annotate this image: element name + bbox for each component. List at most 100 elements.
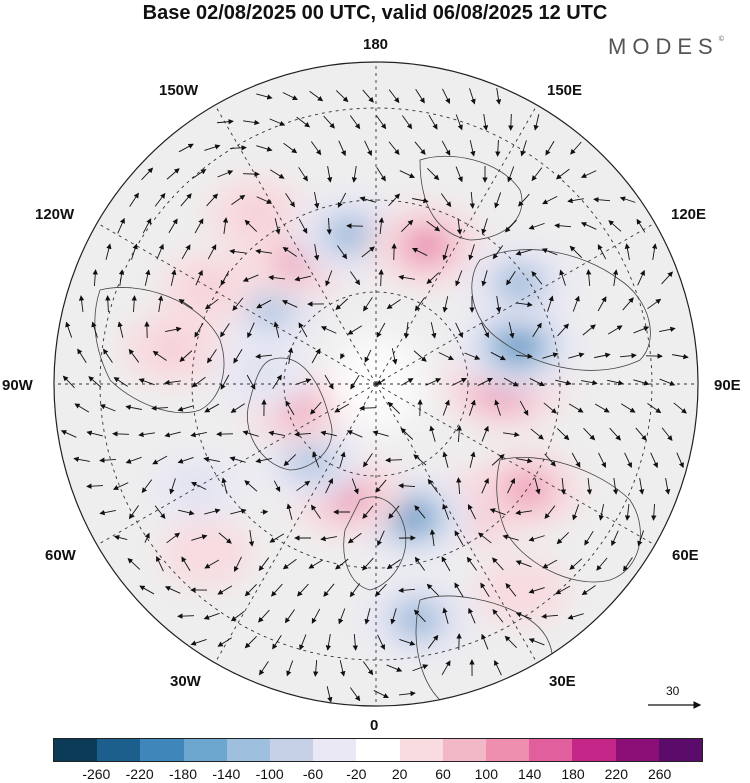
wind-arrow [391, 348, 398, 365]
colorbar-swatch [399, 739, 443, 761]
wind-arrow [128, 348, 140, 363]
wind-arrow [494, 192, 502, 209]
wind-arrow [204, 298, 219, 310]
wind-arrow [283, 142, 298, 154]
wind-arrow [113, 534, 128, 541]
wind-arrow [401, 219, 414, 232]
wind-arrow [242, 274, 259, 282]
wind-arrow [154, 192, 166, 207]
lon-label-120w: 120W [35, 206, 75, 223]
wind-arrow [177, 405, 194, 412]
wind-arrow [117, 217, 125, 234]
positive-anomaly-core [510, 582, 532, 601]
wind-arrow [571, 452, 581, 468]
wind-arrow [73, 456, 90, 463]
meridian-line [96, 383, 377, 546]
wind-arrow [676, 452, 684, 469]
wind-arrow [296, 116, 311, 128]
wind-arrow [229, 248, 246, 255]
meridian-line [96, 222, 377, 385]
wind-arrow [152, 455, 168, 465]
wind-arrow [547, 295, 554, 312]
wind-arrow [269, 169, 285, 179]
wind-arrow [583, 427, 596, 441]
wind-arrow [412, 664, 429, 672]
wind-arrow [222, 217, 229, 234]
positive-anomaly-core [197, 278, 220, 297]
meridian-line [375, 383, 656, 546]
wind-arrow [620, 403, 636, 413]
wind-arrow [515, 249, 532, 256]
wind-arrow [86, 430, 103, 437]
wind-arrow [243, 119, 260, 126]
wind-arrow [350, 271, 361, 286]
wind-arrow [170, 269, 177, 286]
wind-arrow [388, 141, 400, 155]
wind-arrow [387, 401, 400, 414]
wind-arrow [105, 243, 112, 260]
wind-arrow [190, 639, 207, 646]
negative-anomaly-core [403, 607, 432, 632]
wind-arrow [555, 585, 571, 595]
wind-arrow [154, 505, 166, 520]
wind-arrow [402, 115, 413, 130]
colorbar-swatch [572, 739, 616, 761]
wind-arrow [608, 220, 622, 232]
wind-arrow [335, 558, 349, 570]
wind-arrow [516, 457, 533, 464]
wind-arrow [99, 457, 117, 463]
wind-arrow [451, 378, 468, 386]
wind-arrow [569, 245, 583, 258]
wind-arrow [624, 504, 631, 521]
wind-arrow [373, 690, 389, 698]
wind-arrow [491, 454, 505, 466]
wind-arrow [362, 89, 374, 103]
wind-arrow [282, 247, 297, 257]
wind-arrow [515, 612, 532, 620]
wind-arrow [386, 664, 403, 672]
wind-arrow [441, 660, 451, 676]
wind-arrow [426, 220, 441, 232]
wind-arrow [298, 167, 308, 182]
wind-arrow [204, 403, 220, 413]
wind-arrow [352, 633, 358, 651]
colorbar-swatch [486, 739, 530, 761]
wind-arrow [325, 634, 332, 651]
wind-arrow [217, 170, 234, 178]
wind-arrow [165, 326, 182, 332]
wind-arrow [429, 425, 436, 442]
colorbar-swatch [183, 739, 227, 761]
wind-arrow [567, 197, 584, 204]
wind-arrow [92, 269, 98, 287]
negative-anomaly-core [298, 450, 324, 473]
wind-arrow [180, 193, 192, 207]
wind-arrow [442, 296, 449, 313]
wind-arrow [388, 505, 400, 519]
wind-arrow [568, 352, 585, 359]
wind-arrow [362, 505, 374, 519]
wind-arrow [545, 140, 555, 156]
wind-arrow [503, 431, 520, 438]
wind-arrow [534, 478, 541, 495]
wind-arrow [364, 608, 371, 625]
wind-arrow [129, 192, 139, 207]
colorbar-swatch [615, 739, 659, 761]
wind-arrow [230, 403, 245, 413]
wind-arrow [88, 376, 102, 388]
wind-arrow [192, 169, 207, 179]
wind-arrow [99, 510, 116, 516]
wind-arrow [635, 427, 647, 441]
meridian-line [375, 383, 538, 664]
wind-arrow [495, 296, 502, 313]
wind-vectors [60, 88, 689, 703]
wind-arrow [248, 530, 255, 547]
wind-arrow [508, 322, 515, 339]
wind-arrow [502, 534, 519, 541]
wind-arrow [375, 479, 387, 493]
wind-arrow [633, 326, 650, 334]
wind-arrow [138, 431, 155, 438]
colorbar-swatch [529, 739, 573, 761]
wind-arrow [481, 218, 488, 235]
wind-arrow [298, 218, 308, 234]
wind-arrow [399, 690, 416, 697]
